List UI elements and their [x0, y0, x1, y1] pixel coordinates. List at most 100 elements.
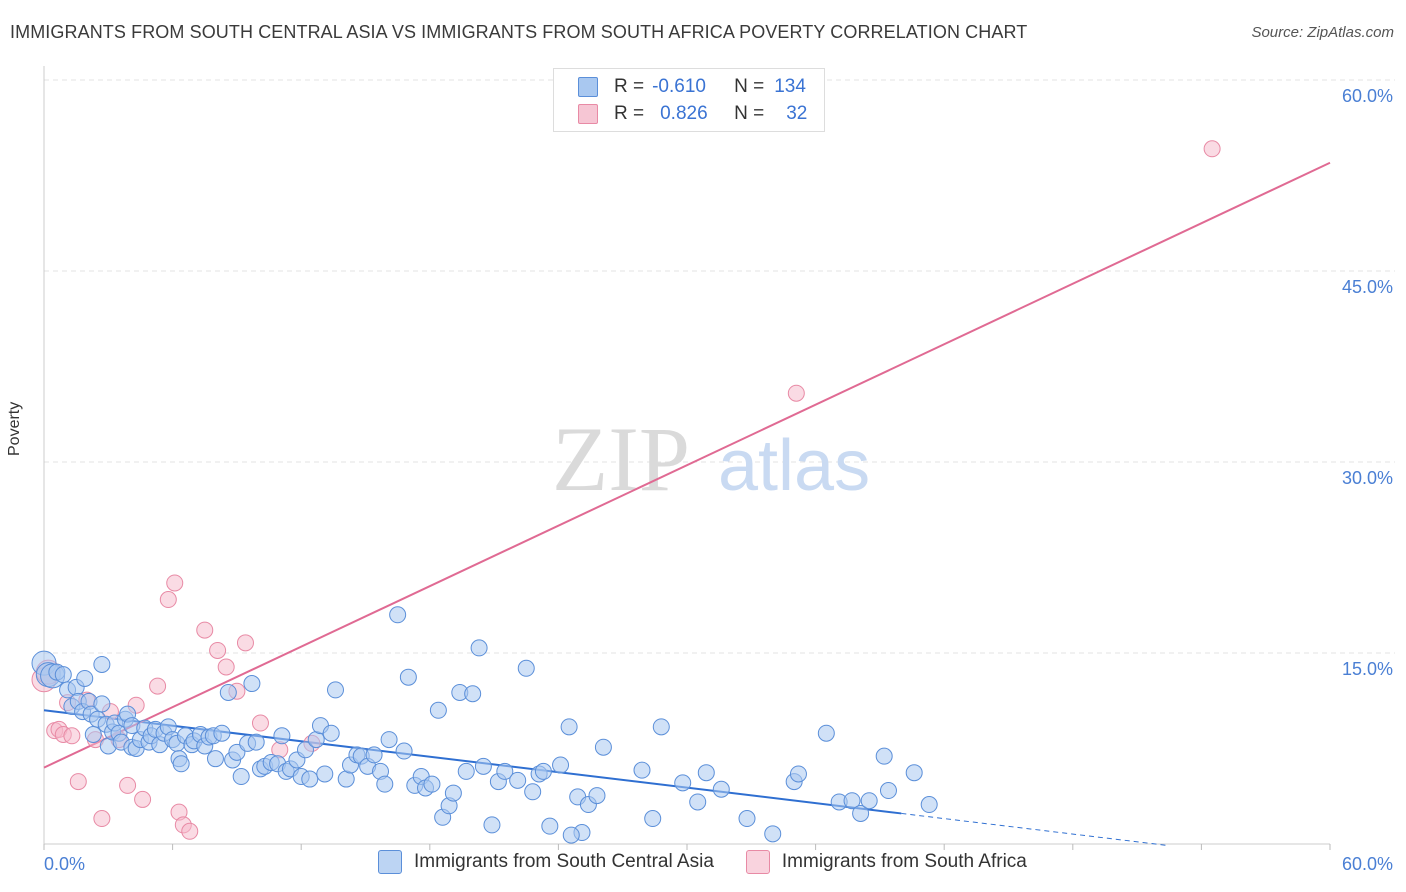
data-point-south-central-asia [172, 755, 190, 773]
data-point-south-central-asia [905, 764, 923, 782]
source-label: Source: ZipAtlas.com [1251, 24, 1394, 41]
data-point-south-central-asia [860, 792, 878, 810]
data-point-south-central-asia [365, 746, 383, 764]
legend-label-south-central-asia: Immigrants from South Central Asia [414, 851, 714, 872]
data-point-south-africa [217, 658, 235, 676]
legend-item-south-africa: Immigrants from South Africa [745, 850, 1027, 874]
data-point-south-africa [159, 591, 177, 609]
data-point-south-central-asia [509, 771, 527, 789]
data-point-south-central-asia [588, 787, 606, 805]
legend-r-label-2: R = [614, 103, 645, 124]
legend-item-south-central-asia: Immigrants from South Central Asia [378, 850, 714, 874]
watermark: ZIP atlas [552, 408, 870, 510]
data-point-south-africa [209, 641, 227, 659]
data-point-south-central-asia [423, 775, 441, 793]
legend-swatch-south-africa [745, 850, 770, 874]
chart-title: IMMIGRANTS FROM SOUTH CENTRAL ASIA VS IM… [10, 22, 1028, 42]
data-point-south-central-asia [764, 825, 782, 843]
data-point-south-central-asia [206, 750, 224, 768]
data-point-south-central-asia [395, 742, 413, 760]
data-point-south-central-asia [243, 675, 261, 693]
data-point-south-central-asia [843, 792, 861, 810]
data-point-south-central-asia [444, 784, 462, 802]
data-point-south-central-asia [219, 683, 237, 701]
trend-line-extension-south-central-asia [901, 812, 1170, 847]
data-point-south-central-asia [712, 780, 730, 798]
legend-swatch-blue [578, 77, 598, 97]
data-point-south-central-asia [738, 810, 756, 828]
data-point-south-africa [119, 776, 137, 794]
data-point-south-central-asia [562, 826, 580, 844]
data-point-south-central-asia [483, 816, 501, 834]
data-point-south-central-asia [457, 762, 475, 780]
y-tick-label: 60.0% [1342, 86, 1393, 106]
trend-line-south-africa [43, 161, 1331, 769]
data-point-south-central-asia [852, 804, 870, 822]
south-central-asia-points [31, 606, 938, 844]
data-point-south-africa [1203, 140, 1221, 158]
data-point-south-africa [251, 714, 269, 732]
legend-n-label: N = [734, 76, 765, 97]
data-point-south-central-asia [429, 701, 447, 719]
data-point-south-africa [166, 574, 184, 592]
gridlines [44, 79, 1395, 654]
data-point-south-central-asia [697, 764, 715, 782]
y-tick-label: 30.0% [1342, 468, 1393, 488]
data-point-south-central-asia [879, 782, 897, 800]
x-tick-label: 60.0% [1342, 854, 1393, 874]
data-point-south-central-asia [652, 718, 670, 736]
data-point-south-central-asia [541, 817, 559, 835]
data-point-south-africa [149, 677, 167, 695]
legend-n-label-2: N = [734, 103, 765, 124]
legend-label-south-africa: Immigrants from South Africa [781, 851, 1027, 872]
data-point-south-africa [787, 384, 805, 402]
axes [43, 66, 1331, 850]
data-point-south-central-asia [84, 725, 102, 743]
data-point-south-central-asia [307, 731, 325, 749]
data-point-south-central-asia [674, 774, 692, 792]
legend-row-pink: R = 0.826 N = 32 [578, 102, 807, 126]
data-point-south-central-asia [76, 669, 94, 687]
data-point-south-africa [63, 727, 81, 745]
x-tick-label: 0.0% [44, 854, 85, 874]
data-point-south-central-asia [322, 724, 340, 742]
data-point-south-central-asia [213, 724, 231, 742]
tick-labels: 15.0% 30.0% 45.0% 60.0% 0.0% 60.0% [44, 86, 1393, 874]
data-point-south-central-asia [93, 695, 111, 713]
data-point-south-central-asia [644, 810, 662, 828]
data-point-south-central-asia [296, 741, 314, 759]
legend-r-value-pink: 0.826 [660, 103, 708, 124]
data-point-south-central-asia [524, 783, 542, 801]
legend-n-value-blue: 134 [774, 76, 806, 97]
data-point-south-central-asia [689, 793, 707, 811]
data-point-south-central-asia [594, 738, 612, 756]
legend-row-blue: R = -0.610 N = 134 [578, 75, 806, 99]
watermark-zip: ZIP [552, 408, 690, 510]
data-point-south-africa [181, 822, 199, 840]
legend-n-value-pink: 32 [786, 103, 808, 124]
data-point-south-africa [236, 634, 254, 652]
data-point-south-central-asia [232, 768, 250, 786]
data-point-south-central-asia [301, 770, 319, 788]
data-point-south-central-asia [93, 655, 111, 673]
data-point-south-central-asia [326, 681, 344, 699]
data-point-south-africa [69, 773, 87, 791]
data-point-south-central-asia [54, 666, 72, 684]
data-point-south-central-asia [470, 639, 488, 657]
data-point-south-africa [93, 810, 111, 828]
data-point-south-central-asia [534, 762, 552, 780]
data-point-south-central-asia [817, 724, 835, 742]
legend-swatch-pink [578, 104, 598, 124]
data-point-south-central-asia [633, 761, 651, 779]
data-point-south-central-asia [552, 756, 570, 774]
data-point-south-central-asia [517, 659, 535, 677]
y-tick-label: 45.0% [1342, 277, 1393, 297]
data-point-south-central-asia [316, 765, 334, 783]
correlation-legend: R = -0.610 N = 134 R = 0.826 N = 32 [553, 68, 825, 132]
series-legend: Immigrants from South Central Asia Immig… [378, 850, 1059, 874]
data-point-south-central-asia [474, 757, 492, 775]
legend-swatch-south-central-asia [378, 850, 402, 874]
data-point-south-central-asia [337, 770, 355, 788]
data-point-south-central-asia [560, 718, 578, 736]
